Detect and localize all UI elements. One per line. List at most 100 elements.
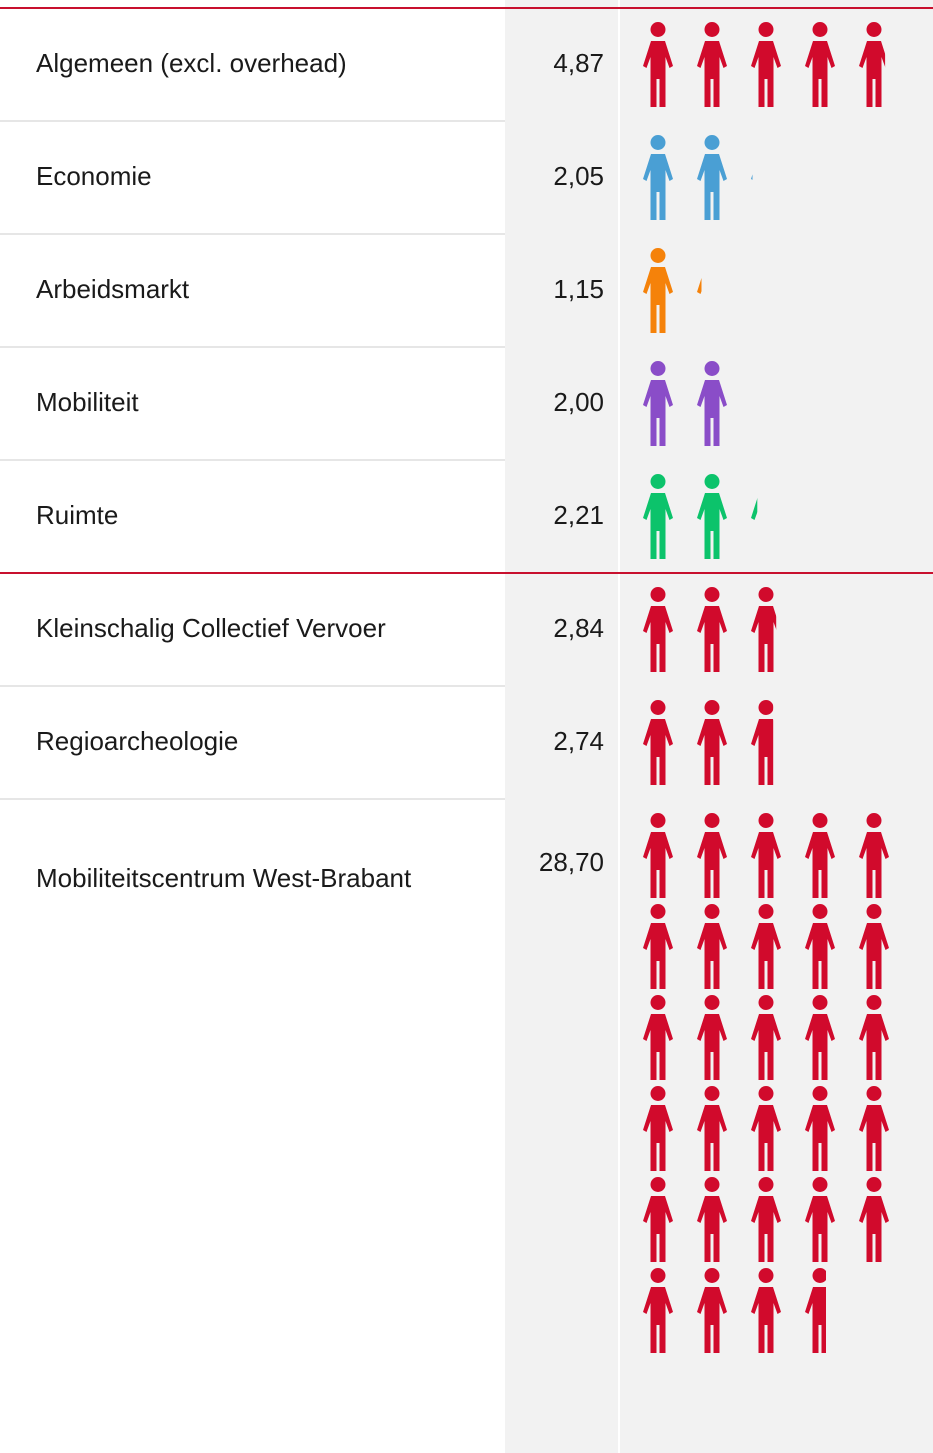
icon-body (859, 1105, 889, 1171)
icon-body (643, 267, 673, 333)
icon-head (758, 587, 774, 602)
person-icon (805, 1268, 826, 1353)
icon-head (650, 474, 666, 489)
icon-body (697, 41, 727, 107)
icon-body (643, 380, 673, 446)
person-icon (643, 1268, 673, 1353)
category-label: Economie (36, 161, 152, 191)
person-icon (751, 498, 758, 520)
person-icon (859, 1177, 889, 1262)
value-label: 2,05 (553, 161, 604, 191)
icon-body (805, 1196, 835, 1262)
icon-head (650, 1086, 666, 1101)
icon-body (697, 1105, 727, 1171)
icon-body (643, 719, 673, 785)
icon-head (650, 1177, 666, 1192)
category-label: Mobiliteit (36, 387, 139, 417)
pictogram (643, 700, 774, 785)
person-icon (697, 700, 727, 785)
icon-head (704, 813, 720, 828)
person-icon (697, 361, 727, 446)
icon-head (812, 22, 828, 37)
value-label: 2,21 (553, 500, 604, 530)
icon-body (805, 1105, 835, 1171)
person-icon (751, 904, 781, 989)
person-icon (643, 700, 673, 785)
person-icon (859, 1086, 889, 1171)
person-icon (751, 587, 777, 672)
icon-head (650, 361, 666, 376)
person-icon (643, 995, 673, 1080)
icon-body (805, 1287, 826, 1353)
icon-body (697, 493, 727, 559)
icon-head (758, 1268, 774, 1283)
icon-body (859, 41, 886, 107)
person-icon (643, 22, 673, 107)
icon-head (650, 1268, 666, 1283)
category-label: Regioarcheologie (36, 726, 238, 756)
icon-head (812, 1177, 828, 1192)
icon-head (704, 22, 720, 37)
icon-head (866, 1177, 882, 1192)
pictogram (643, 587, 777, 672)
icon-head (704, 995, 720, 1010)
icon-body (751, 498, 758, 520)
person-icon (643, 1177, 673, 1262)
person-icon (643, 361, 673, 446)
icon-body (859, 1196, 889, 1262)
pictogram (643, 361, 727, 446)
icon-body (859, 832, 889, 898)
icon-body (697, 832, 727, 898)
pictogram (643, 248, 702, 333)
pictogram (643, 135, 753, 220)
icon-body (751, 174, 753, 180)
icon-head (704, 1086, 720, 1101)
person-icon (751, 1177, 781, 1262)
icon-head (650, 248, 666, 263)
person-icon (697, 1177, 727, 1262)
person-icon (697, 474, 727, 559)
icon-head (812, 995, 828, 1010)
icon-head (812, 1086, 828, 1101)
icon-head (866, 813, 882, 828)
icon-head (758, 1177, 774, 1192)
icon-head (866, 904, 882, 919)
pictogram (643, 474, 758, 559)
person-icon (859, 22, 886, 107)
person-icon (697, 587, 727, 672)
icon-body (805, 1014, 835, 1080)
icon-body (697, 1014, 727, 1080)
category-label: Kleinschalig Collectief Vervoer (36, 613, 386, 643)
person-icon (643, 135, 673, 220)
person-icon (859, 813, 889, 898)
icon-body (697, 1287, 727, 1353)
person-icon (751, 995, 781, 1080)
person-icon (697, 22, 727, 107)
person-icon (805, 995, 835, 1080)
icon-head (758, 700, 774, 715)
icon-head (650, 700, 666, 715)
person-icon (697, 995, 727, 1080)
icon-head (758, 995, 774, 1010)
person-icon (859, 995, 889, 1080)
icon-body (643, 1287, 673, 1353)
icon-body (643, 493, 673, 559)
icon-body (805, 41, 835, 107)
icon-body (751, 719, 774, 785)
pictogram (643, 22, 886, 107)
person-icon (751, 700, 774, 785)
value-label: 2,00 (553, 387, 604, 417)
icon-head (704, 361, 720, 376)
person-icon (697, 813, 727, 898)
icon-head (704, 135, 720, 150)
icon-body (751, 923, 781, 989)
icon-head (812, 1268, 826, 1283)
person-icon (751, 813, 781, 898)
person-icon (805, 813, 835, 898)
icon-head (866, 995, 882, 1010)
category-label: Mobiliteitscentrum West-Brabant (36, 863, 412, 893)
category-label: Ruimte (36, 500, 118, 530)
icon-body (697, 154, 727, 220)
icon-head (704, 587, 720, 602)
